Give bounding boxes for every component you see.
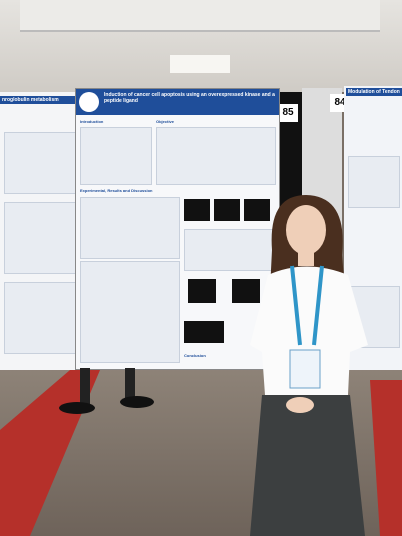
figure: [156, 127, 276, 185]
right-poster-title: Modulation of Tendon: [346, 88, 402, 96]
left-poster-title: nroglobulin metabolism: [0, 96, 80, 104]
section-heading: Introduction: [80, 119, 104, 124]
figure: [80, 261, 180, 363]
figure: [348, 156, 400, 208]
center-poster-title: Induction of cancer cell apoptosis using…: [104, 92, 275, 104]
microscopy-image: [214, 199, 240, 221]
microscopy-image: [244, 199, 270, 221]
ceiling-panel: [20, 0, 380, 32]
section-heading: Objective: [156, 119, 175, 124]
figure: [80, 127, 152, 185]
logo: [79, 92, 99, 112]
left-poster: nroglobulin metabolism: [0, 92, 81, 370]
poster-header: [76, 89, 279, 115]
microscopy-image: [232, 279, 260, 303]
center-poster: Induction of cancer cell apoptosis using…: [75, 88, 280, 370]
section-heading: Conclusion: [184, 353, 206, 358]
microscopy-image: [188, 279, 216, 303]
section-heading: Experimental, Results and Discussion: [80, 188, 153, 193]
microscopy-image: [184, 321, 224, 343]
microscopy-image: [184, 199, 210, 221]
figure: [80, 197, 180, 259]
figure: [184, 229, 274, 271]
ceiling-light: [170, 55, 230, 73]
board-number: 85: [278, 104, 298, 122]
figure: [4, 202, 76, 274]
